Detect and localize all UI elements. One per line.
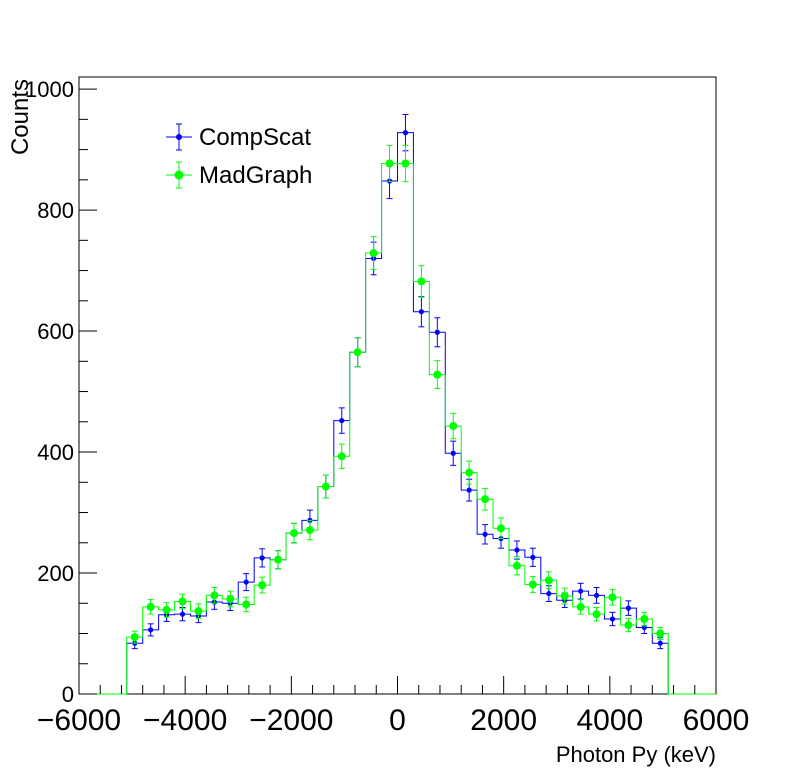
- data-point: [369, 249, 378, 258]
- data-point: [514, 547, 520, 553]
- y-axis-label: Counts: [7, 79, 34, 155]
- legend-marker: [176, 134, 182, 140]
- data-point: [450, 450, 456, 456]
- data-point: [242, 600, 251, 609]
- legend-label: CompScat: [199, 124, 311, 151]
- data-point: [608, 593, 617, 602]
- data-point: [339, 417, 345, 424]
- x-tick-label: 4000: [576, 704, 643, 737]
- data-point: [179, 611, 186, 617]
- x-tick-label: −6000: [37, 704, 121, 737]
- data-point: [385, 159, 394, 168]
- x-axis-label: Photon Py (keV): [556, 742, 716, 767]
- data-point: [417, 277, 426, 286]
- series-madgraph: [79, 144, 716, 695]
- axis-layer: −6000 −4000 −2000 0 2000 4000 6000 0 200 400 600 80…: [25, 77, 749, 737]
- data-point: [337, 452, 346, 461]
- data-point: [162, 605, 171, 614]
- data-point: [560, 592, 569, 601]
- data-point: [465, 468, 474, 477]
- x-tick-label: 0: [389, 704, 406, 737]
- data-point: [624, 621, 633, 630]
- data-point: [418, 309, 424, 315]
- x-tick-label: −2000: [249, 704, 333, 737]
- data-point: [178, 597, 187, 606]
- y-tick-label: 200: [37, 561, 74, 586]
- data-point: [466, 487, 472, 493]
- data-point: [578, 588, 584, 594]
- data-point: [609, 616, 616, 622]
- data-point: [305, 526, 314, 535]
- histogram-step-line: [79, 163, 716, 695]
- legend-marker: [174, 170, 184, 180]
- y-tick-label: 0: [62, 682, 74, 707]
- y-tick-label: 600: [37, 319, 74, 344]
- data-point: [321, 482, 330, 491]
- data-point: [289, 529, 298, 538]
- data-point: [402, 130, 409, 136]
- data-point: [194, 607, 203, 616]
- data-point: [130, 633, 139, 642]
- data-point: [546, 590, 552, 597]
- data-point: [449, 422, 458, 431]
- data-point: [640, 614, 649, 623]
- data-point: [593, 592, 600, 599]
- data-point: [657, 640, 663, 646]
- data-point: [481, 495, 490, 504]
- y-tick-label: 400: [37, 440, 74, 465]
- data-point: [482, 531, 488, 537]
- y-tick-label: 1000: [25, 77, 74, 102]
- data-point: [625, 605, 632, 611]
- data-point: [401, 159, 410, 168]
- data-point: [226, 595, 235, 604]
- data-point: [434, 329, 440, 335]
- data-point: [243, 579, 249, 585]
- data-point: [210, 591, 219, 600]
- data-point: [576, 602, 585, 611]
- x-tick-label: 6000: [683, 704, 750, 737]
- y-tick-label: 800: [37, 198, 74, 223]
- data-point: [528, 580, 537, 589]
- data-point: [353, 348, 362, 357]
- data-point: [544, 576, 553, 585]
- legend: CompScat MadGraph: [166, 123, 312, 189]
- histogram-layer: [79, 114, 716, 695]
- data-point: [512, 561, 521, 570]
- data-point: [497, 524, 506, 533]
- data-point: [530, 554, 536, 560]
- data-point: [641, 624, 647, 631]
- data-point: [258, 581, 267, 590]
- data-point: [433, 370, 442, 379]
- data-point: [592, 610, 601, 619]
- legend-label: MadGraph: [199, 162, 312, 189]
- x-tick-label: −4000: [143, 704, 227, 737]
- data-point: [656, 629, 665, 638]
- data-point: [259, 555, 265, 561]
- data-point: [274, 555, 283, 564]
- data-point: [148, 627, 154, 633]
- x-tick-label: 2000: [470, 704, 537, 737]
- data-point: [146, 602, 155, 611]
